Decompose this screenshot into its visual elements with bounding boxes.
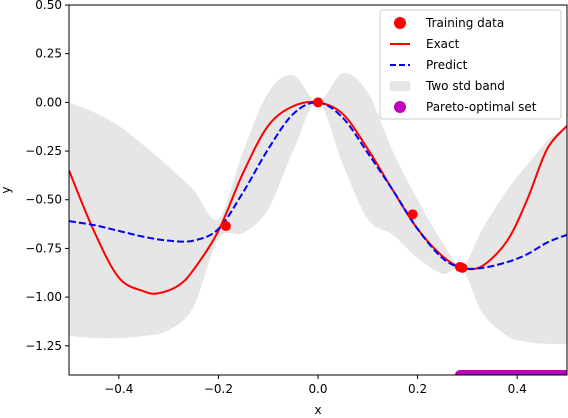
legend-label: Training data xyxy=(425,16,504,30)
y-tick-label: −1.00 xyxy=(25,290,62,304)
legend-swatch xyxy=(390,81,410,91)
legend-swatch xyxy=(394,101,406,113)
two-std-band-layer xyxy=(69,72,567,344)
y-tick-label: 0.00 xyxy=(35,95,62,109)
legend-box xyxy=(379,9,562,120)
legend-label: Pareto-optimal set xyxy=(426,100,537,114)
y-tick-label: −1.25 xyxy=(25,339,62,353)
y-tick-label: −0.75 xyxy=(25,241,62,255)
y-tick-label: 0.25 xyxy=(35,47,62,61)
legend-label: Exact xyxy=(426,37,460,51)
pareto-set-layer xyxy=(454,370,567,375)
x-tick-label: 0.2 xyxy=(408,382,427,396)
legend: Training data Exact Predict Two std band Par… xyxy=(379,9,562,120)
x-tick-label: 0.0 xyxy=(308,382,327,396)
predict-line xyxy=(69,101,567,270)
y-axis-ticks: 0.50 0.25 0.00 −0.25 −0.50 −0.75 −1.00 −1.25 xyxy=(25,0,69,353)
legend-swatch xyxy=(394,17,406,29)
two-std-band xyxy=(69,72,567,344)
x-axis-label: x xyxy=(314,403,321,417)
pareto-point xyxy=(562,370,567,375)
training-data-layer xyxy=(220,97,468,273)
y-tick-label: −0.50 xyxy=(25,193,62,207)
x-tick-label: −0.4 xyxy=(104,382,133,396)
training-point xyxy=(220,221,231,232)
y-tick-label: −0.25 xyxy=(25,144,62,158)
legend-label: Predict xyxy=(426,58,468,72)
x-tick-label: 0.4 xyxy=(508,382,527,396)
training-point xyxy=(407,209,418,220)
training-point xyxy=(457,262,468,273)
y-axis-label: y xyxy=(0,186,13,193)
legend-label: Two std band xyxy=(425,79,505,93)
training-point xyxy=(313,97,323,108)
x-axis-ticks: −0.4 −0.2 0.0 0.2 0.4 xyxy=(104,375,527,396)
x-tick-label: −0.2 xyxy=(204,382,233,396)
y-tick-label: 0.50 xyxy=(35,0,62,12)
